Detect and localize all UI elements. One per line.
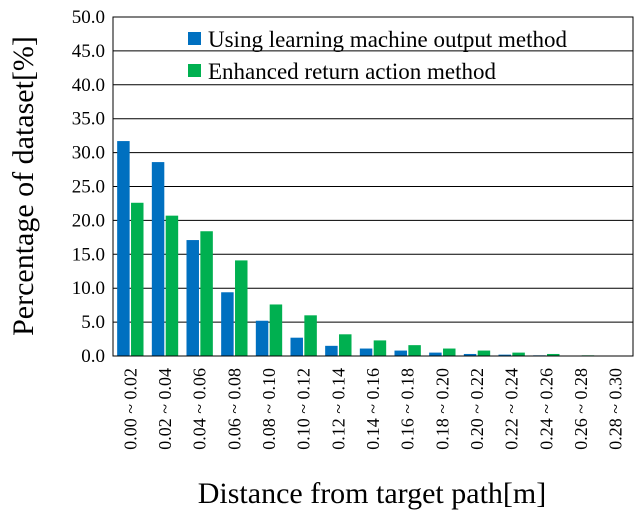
x-tick-labels: 0.00 ~ 0.02 0.02 ~ 0.04 0.04 ~ 0.06 0.06 ~ …: [120, 368, 625, 450]
y-tick-label: 50.0: [72, 7, 105, 28]
bar-learning-machine-6: [325, 345, 338, 356]
axes: [112, 16, 634, 357]
bar-learning-machine-10: [463, 353, 477, 356]
y-tick-label: 15.0: [72, 244, 105, 265]
y-tick-label: 20.0: [72, 210, 105, 231]
legend: Using learning machine output method Enha…: [188, 27, 567, 84]
y-tick-label: 35.0: [72, 109, 105, 130]
y-tick-label: 5.0: [81, 312, 105, 333]
y-tick-label: 10.0: [72, 278, 105, 299]
plot-frame: [112, 16, 634, 357]
x-tick-label: 0.18 ~ 0.20: [432, 368, 452, 450]
bar-enhanced-return-5: [304, 315, 317, 356]
y-tick-labels: 0.0 5.0 10.0 15.0 20.0 25.0 30.0 35.0 40.0 45.0 50…: [72, 7, 105, 367]
y-tick-label: 40.0: [72, 75, 105, 96]
bars: [117, 141, 595, 356]
bar-enhanced-return-11: [512, 352, 525, 356]
bar-enhanced-return-4: [269, 304, 283, 356]
bar-enhanced-return-3: [235, 260, 248, 356]
x-tick-label: 0.26 ~ 0.28: [571, 368, 591, 450]
x-tick-label: 0.04 ~ 0.06: [190, 368, 210, 450]
x-tick-label: 0.14 ~ 0.16: [363, 368, 383, 450]
bar-enhanced-return-7: [373, 340, 387, 356]
bar-learning-machine-7: [359, 348, 373, 356]
bar-enhanced-return-8: [408, 345, 421, 356]
bar-enhanced-return-2: [200, 231, 213, 356]
bar-enhanced-return-0: [131, 202, 144, 356]
x-tick-label: 0.02 ~ 0.04: [155, 368, 175, 450]
x-tick-label: 0.22 ~ 0.24: [502, 368, 522, 450]
y-tick-label: 25.0: [72, 177, 105, 198]
x-tick-label: 0.28 ~ 0.30: [606, 368, 626, 450]
legend-swatch: [188, 32, 201, 45]
y-axis-label: Percentage of dataset[%]: [7, 36, 40, 336]
x-tick-label: 0.10 ~ 0.12: [294, 368, 314, 450]
x-axis-label: Distance from target path[m]: [198, 477, 547, 510]
legend-label: Enhanced return action method: [208, 59, 497, 84]
bar-learning-machine-3: [221, 292, 234, 356]
bar-enhanced-return-6: [339, 334, 352, 356]
x-tick-label: 0.24 ~ 0.26: [536, 368, 556, 450]
x-tick-label: 0.20 ~ 0.22: [467, 368, 487, 450]
bar-enhanced-return-9: [443, 348, 456, 356]
bar-learning-machine-4: [255, 320, 269, 356]
x-tick-label: 0.08 ~ 0.10: [259, 368, 279, 450]
legend-label: Using learning machine output method: [208, 27, 567, 52]
bar-enhanced-return-1: [165, 215, 179, 356]
bar-learning-machine-11: [498, 354, 511, 356]
legend-swatch: [188, 64, 201, 77]
bar-enhanced-return-12: [547, 353, 560, 356]
y-tick-label: 30.0: [72, 143, 105, 164]
x-tick-label: 0.12 ~ 0.14: [328, 368, 348, 450]
y-tick-label: 45.0: [72, 41, 105, 62]
bar-learning-machine-2: [186, 240, 199, 356]
bar-enhanced-return-10: [477, 350, 491, 356]
x-tick-label: 0.00 ~ 0.02: [120, 368, 140, 450]
x-tick-label: 0.06 ~ 0.08: [224, 368, 244, 450]
y-tick-label: 0.0: [81, 346, 105, 367]
bar-learning-machine-8: [394, 350, 407, 356]
bar-learning-machine-1: [151, 162, 165, 356]
x-tick-label: 0.16 ~ 0.18: [398, 368, 418, 450]
bar-learning-machine-0: [117, 141, 130, 356]
bar-learning-machine-5: [290, 337, 303, 356]
bar-learning-machine-9: [429, 352, 442, 356]
